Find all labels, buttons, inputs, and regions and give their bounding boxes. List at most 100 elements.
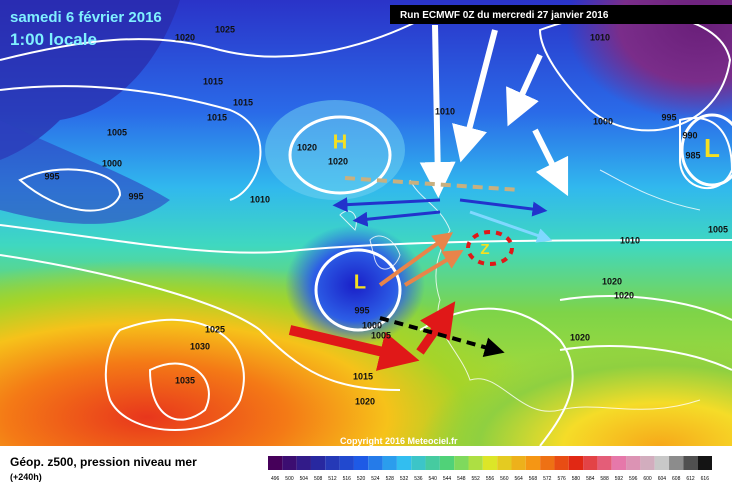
isobar-label: 1020 <box>297 142 317 152</box>
isobar-label: 995 <box>354 305 369 315</box>
legend-label: 604 <box>658 476 667 482</box>
legend-swatch <box>554 456 569 470</box>
circles <box>288 113 732 332</box>
legend-swatch <box>268 456 283 470</box>
isobar-label: 1010 <box>620 235 640 245</box>
isobar-label: 995 <box>128 191 143 201</box>
legend-swatch <box>683 456 698 470</box>
isobar-label: 1015 <box>353 371 373 381</box>
isobar-label: 1015 <box>233 97 253 107</box>
legend-label: 556 <box>486 476 495 482</box>
isobar-label: 1020 <box>355 396 375 406</box>
legend-swatch <box>396 456 412 470</box>
legend-label: 572 <box>543 476 552 482</box>
isobar-label: 1035 <box>175 375 195 385</box>
legend-swatch <box>525 456 541 470</box>
legend-label: 584 <box>586 476 595 482</box>
legend-swatch <box>339 456 354 470</box>
legend-swatch <box>310 456 326 470</box>
legend-swatch <box>697 456 712 470</box>
isobar-label: 1020 <box>175 32 195 42</box>
legend-label: 508 <box>314 476 323 482</box>
isobar-label: 1030 <box>190 341 210 351</box>
legend-label: 592 <box>615 476 624 482</box>
isobar-label: 1000 <box>593 116 613 126</box>
isobar-label: 1000 <box>102 158 122 168</box>
legend-swatch <box>583 456 598 470</box>
legend-swatch <box>382 456 397 470</box>
legend-swatch <box>669 456 684 470</box>
isobar-label: 1025 <box>205 324 225 334</box>
pressure-center: H <box>333 131 347 153</box>
isobar-label: 1005 <box>371 330 391 340</box>
legend-swatch <box>654 456 670 470</box>
isobar-label: 1015 <box>203 76 223 86</box>
isobar-label: 1015 <box>207 112 227 122</box>
legend-swatch <box>640 456 655 470</box>
isobar-label: 1010 <box>590 32 610 42</box>
legend-label: 524 <box>371 476 380 482</box>
isobar-label: 995 <box>44 171 59 181</box>
legend-swatch <box>626 456 641 470</box>
isobar-label: 1005 <box>107 127 127 137</box>
isobar-label: 1025 <box>215 24 235 34</box>
date-label: samedi 6 février 2016 <box>10 9 162 26</box>
footer-title: Géop. z500, pression niveau mer <box>10 455 197 469</box>
legend-swatch <box>454 456 469 470</box>
legend-swatch <box>511 456 526 470</box>
legend-label: 496 <box>271 476 280 482</box>
legend-label: 516 <box>343 476 352 482</box>
isobar-label: 1010 <box>250 194 270 204</box>
legend-label: 548 <box>457 476 466 482</box>
legend-swatch <box>325 456 340 470</box>
legend-swatch <box>411 456 426 470</box>
legend-label: 608 <box>672 476 681 482</box>
isobar-label: 1020 <box>328 156 348 166</box>
isobar-label: 1000 <box>362 320 382 330</box>
legend-swatch <box>482 456 498 470</box>
legend-label: 540 <box>429 476 438 482</box>
legend-swatch <box>368 456 383 470</box>
pressure-center: L <box>354 271 366 293</box>
isobar-lines <box>0 12 732 447</box>
legend-swatch <box>353 456 369 470</box>
legend-label: 528 <box>386 476 395 482</box>
legend-swatch <box>568 456 584 470</box>
legend-swatch <box>439 456 455 470</box>
isobar-label: 985 <box>685 150 700 160</box>
isobar-label: 1010 <box>435 106 455 116</box>
legend-label: 564 <box>514 476 523 482</box>
legend-swatch <box>597 456 612 470</box>
legend-label: 512 <box>328 476 337 482</box>
legend-label: 504 <box>300 476 309 482</box>
footer-lead: (+240h) <box>10 472 42 482</box>
legend-label: 568 <box>529 476 538 482</box>
isobar-label: 1005 <box>708 224 728 234</box>
legend-swatch <box>296 456 311 470</box>
legend-label: 612 <box>686 476 695 482</box>
legend-label: 552 <box>472 476 481 482</box>
isobar-label: 1020 <box>614 290 634 300</box>
legend-label: 544 <box>443 476 452 482</box>
legend-swatch <box>540 456 555 470</box>
legend-label: 532 <box>400 476 409 482</box>
run-label: Run ECMWF 0Z du mercredi 27 janvier 2016 <box>400 10 609 21</box>
isobar-label: 990 <box>682 130 697 140</box>
run-banner <box>390 5 732 24</box>
legend-label: 500 <box>285 476 294 482</box>
arrows <box>288 24 569 371</box>
legend-label: 616 <box>701 476 710 482</box>
legend-label: 560 <box>500 476 509 482</box>
legend-label: 580 <box>572 476 581 482</box>
legend-swatch <box>282 456 297 470</box>
pressure-center: Z <box>480 241 489 258</box>
legend-label: 520 <box>357 476 366 482</box>
legend-swatch <box>468 456 483 470</box>
legend-label: 596 <box>629 476 638 482</box>
time-label: 1:00 locale <box>10 30 97 49</box>
copyright: Copyright 2016 Meteociel.fr <box>340 436 458 446</box>
isobar-label: 1020 <box>570 332 590 342</box>
legend-label: 588 <box>600 476 609 482</box>
legend-swatch <box>611 456 627 470</box>
